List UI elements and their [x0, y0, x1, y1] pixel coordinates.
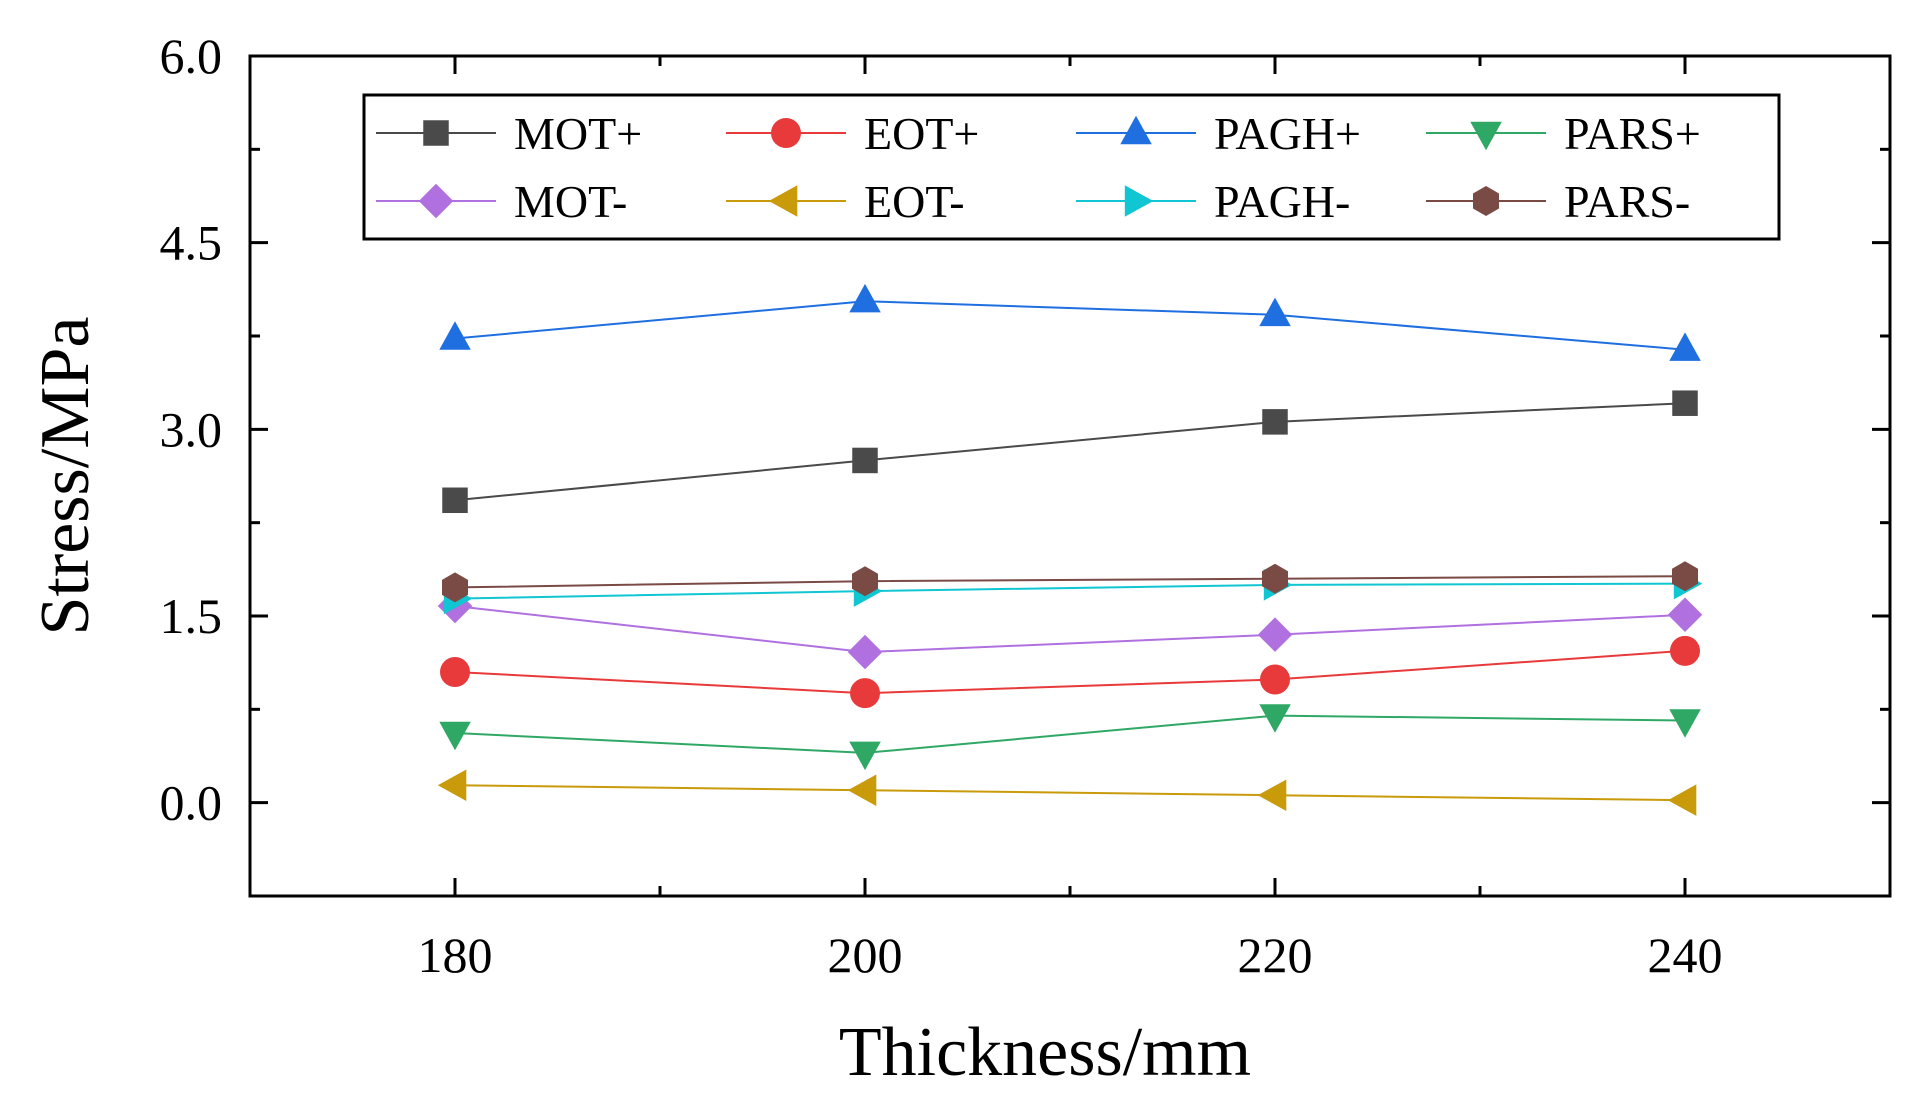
series-line [454, 714, 1686, 754]
legend-label: PARS- [1564, 176, 1690, 227]
series-line [454, 300, 1686, 351]
legend-item-mot-minus: MOT- [376, 176, 627, 227]
x-axis-title: Thickness/mm [839, 1014, 1251, 1091]
data-point [442, 572, 468, 603]
series-line [454, 605, 1686, 654]
series-line [454, 649, 1686, 695]
legend-item-pagh-plus: PAGH+ [1076, 108, 1361, 159]
series-mot-plus [442, 390, 1698, 514]
legend-item-eot-plus: EOT+ [726, 108, 979, 159]
data-point [1669, 709, 1701, 738]
data-point [852, 447, 878, 474]
series-pagh-plus [439, 283, 1701, 361]
data-point [439, 321, 471, 350]
series-pars-minus [442, 561, 1698, 603]
data-point [437, 769, 467, 801]
legend-item-pars-minus: PARS- [1426, 176, 1690, 227]
series-eot-plus [440, 635, 1700, 709]
data-point [1669, 332, 1701, 361]
series-eot-minus [437, 769, 1697, 816]
series-mot-minus [437, 588, 1703, 670]
legend-marker [423, 120, 449, 146]
data-point [1672, 561, 1698, 592]
data-point [849, 283, 881, 313]
data-point [440, 657, 470, 687]
legend-label: PAGH+ [1214, 108, 1361, 159]
legend-marker [1120, 115, 1152, 145]
data-point [1257, 617, 1293, 652]
series-pagh-minus [443, 567, 1703, 615]
series-pars-plus [439, 704, 1701, 771]
data-point [852, 566, 878, 597]
data-point [1262, 409, 1288, 435]
legend-label: MOT- [514, 176, 627, 227]
data-point [1257, 779, 1287, 811]
data-point [1670, 635, 1700, 666]
legend-item-pars-plus: PARS+ [1426, 108, 1701, 159]
legend-marker [418, 183, 454, 219]
y-tick-label: 3.0 [160, 401, 223, 457]
y-tick-label: 1.5 [160, 588, 223, 644]
y-axis-title: Stress/MPa [27, 317, 104, 636]
legend-marker [771, 118, 801, 148]
data-point [849, 741, 881, 771]
legend-item-pagh-minus: PAGH- [1076, 176, 1350, 227]
x-tick-label: 200 [828, 927, 903, 983]
ticks-layer: 180 200 220 240 0.0 1.5 3.0 4.5 6.0 [160, 28, 1890, 983]
legend-marker [768, 185, 798, 217]
legend-label: MOT+ [514, 108, 642, 159]
data-point [1259, 704, 1291, 733]
data-point [1259, 297, 1291, 327]
legend-label: EOT- [864, 176, 965, 227]
data-point [442, 487, 468, 514]
data-point [1260, 664, 1290, 695]
series-line [454, 575, 1686, 589]
data-point [1667, 784, 1697, 816]
data-point [1667, 597, 1703, 632]
legend: MOT+ EOT+ PAGH+ PARS+ MOT- EOT- PAGH- PARS- [362, 93, 1781, 241]
legend-marker [1470, 121, 1502, 151]
legend-marker [1124, 185, 1154, 217]
series-line [454, 582, 1686, 600]
legend-label: EOT+ [864, 108, 979, 159]
series-layer [437, 283, 1703, 816]
legend-label: PAGH- [1214, 176, 1350, 227]
x-tick-label: 240 [1648, 927, 1723, 983]
x-tick-label: 220 [1238, 927, 1313, 983]
series-line [454, 402, 1686, 502]
data-point [1262, 563, 1288, 594]
y-tick-label: 0.0 [160, 775, 223, 831]
data-point [847, 774, 877, 806]
data-point [847, 634, 883, 670]
legend-item-mot-plus: MOT+ [376, 108, 642, 159]
data-point [850, 678, 880, 709]
y-tick-label: 6.0 [160, 28, 223, 84]
data-point [1672, 390, 1698, 416]
legend-item-eot-minus: EOT- [726, 176, 965, 227]
x-tick-label: 180 [418, 927, 493, 983]
legend-label: PARS+ [1564, 108, 1701, 159]
legend-box [362, 93, 1781, 241]
y-tick-label: 4.5 [160, 215, 223, 271]
legend-marker [1473, 186, 1499, 216]
data-point [439, 721, 471, 751]
series-line [454, 784, 1686, 802]
